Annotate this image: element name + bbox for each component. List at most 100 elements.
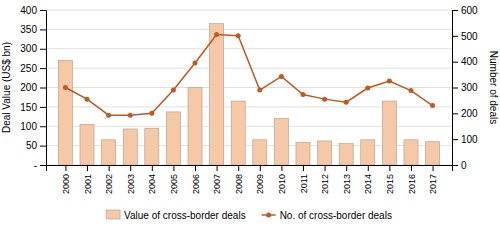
bar	[188, 88, 202, 166]
tick: 250	[20, 63, 46, 74]
tick: 100	[20, 121, 46, 132]
tick-label: 350	[20, 24, 37, 35]
chart: 2000200120022003200420052006200720082009…	[0, 0, 500, 229]
tick: 350	[20, 24, 46, 35]
tick: 2005	[169, 165, 179, 194]
bar-series	[58, 24, 439, 165]
tick-mark	[452, 36, 458, 37]
tick-label: 2008	[234, 174, 244, 194]
tick: 0	[452, 160, 467, 171]
tick-label: 2002	[104, 174, 114, 194]
tick-mark	[238, 165, 239, 171]
marker	[149, 111, 154, 116]
tick-mark	[452, 139, 458, 140]
tick-mark	[40, 10, 46, 11]
bar	[231, 101, 245, 165]
tick-label: 2003	[126, 174, 136, 194]
grid-line	[46, 68, 452, 69]
bar	[145, 128, 159, 165]
tick-mark	[40, 107, 46, 108]
legend-item: No. of cross-border deals	[262, 210, 392, 221]
axis-line	[47, 166, 453, 172]
tick: 2010	[277, 165, 287, 194]
tick-label: 300	[461, 82, 478, 93]
tick: 400	[20, 5, 46, 16]
tick-label: 200	[461, 108, 478, 119]
tick-mark	[40, 88, 46, 89]
marker	[408, 88, 413, 93]
tick-label: 300	[20, 43, 37, 54]
tick-label: 2010	[277, 174, 287, 194]
tick-mark	[173, 165, 174, 171]
tick-label: 600	[461, 5, 478, 16]
tick: 2003	[126, 165, 136, 194]
tick: 2014	[363, 165, 373, 194]
bar	[123, 129, 137, 165]
tick-mark	[40, 146, 46, 147]
tick-label: 2012	[320, 174, 330, 194]
tick-label: 2014	[363, 174, 373, 194]
tick-label: 100	[20, 121, 37, 132]
marker	[300, 92, 305, 97]
bar	[58, 60, 72, 165]
tick: 200	[20, 82, 46, 93]
bar	[210, 24, 224, 165]
tick-mark	[346, 165, 347, 171]
tick-mark	[389, 165, 390, 171]
tick-label: 250	[20, 63, 37, 74]
tick: 2017	[428, 165, 438, 194]
tick: 400	[452, 56, 478, 67]
tick-mark	[40, 68, 46, 69]
tick-label: 2016	[407, 174, 417, 194]
tick-mark	[368, 165, 369, 171]
tick-mark	[411, 165, 412, 171]
tick-label: 100	[461, 134, 478, 145]
marks	[58, 24, 439, 165]
tick-mark	[40, 49, 46, 50]
legend-item: Value of cross-border deals	[106, 210, 246, 221]
tick: 2007	[212, 165, 222, 194]
tick-label: 400	[461, 56, 478, 67]
tick: 2002	[104, 165, 114, 194]
tick-label: 200	[20, 82, 37, 93]
marker	[387, 79, 392, 84]
axis-title: Number of deals	[488, 51, 499, 124]
bar	[339, 144, 353, 165]
marker	[171, 88, 176, 93]
tick: 2011	[299, 165, 309, 193]
bar	[361, 140, 375, 165]
grid-line	[46, 87, 452, 88]
tick-label: 2017	[428, 174, 438, 194]
tick: 2012	[320, 165, 330, 194]
tick: 100	[452, 134, 478, 145]
bar	[404, 140, 418, 165]
bar	[296, 143, 310, 165]
tick: 2008	[234, 165, 244, 194]
axis: 0 100 200 300 400 500 600	[452, 5, 478, 171]
tick: 50	[26, 140, 46, 151]
tick: 2000	[61, 165, 71, 194]
bar	[80, 124, 94, 165]
tick: 2004	[147, 165, 157, 194]
tick-label: -	[34, 160, 37, 171]
bar	[102, 140, 116, 165]
tick-mark	[195, 165, 196, 171]
bar	[166, 112, 180, 165]
marker	[193, 60, 198, 65]
tick-mark	[452, 62, 458, 63]
tick: 150	[20, 102, 46, 113]
tick-mark	[452, 113, 458, 114]
marker	[430, 103, 435, 108]
tick-mark	[40, 29, 46, 30]
tick-label: 150	[20, 102, 37, 113]
tick-mark	[217, 165, 218, 171]
marker	[322, 97, 327, 102]
tick: 200	[452, 108, 478, 119]
bar	[318, 141, 332, 165]
tick: 600	[452, 5, 478, 16]
tick-mark	[109, 165, 110, 171]
tick: 500	[452, 31, 478, 42]
tick-mark	[325, 165, 326, 171]
grid	[46, 10, 452, 165]
marker	[344, 100, 349, 105]
